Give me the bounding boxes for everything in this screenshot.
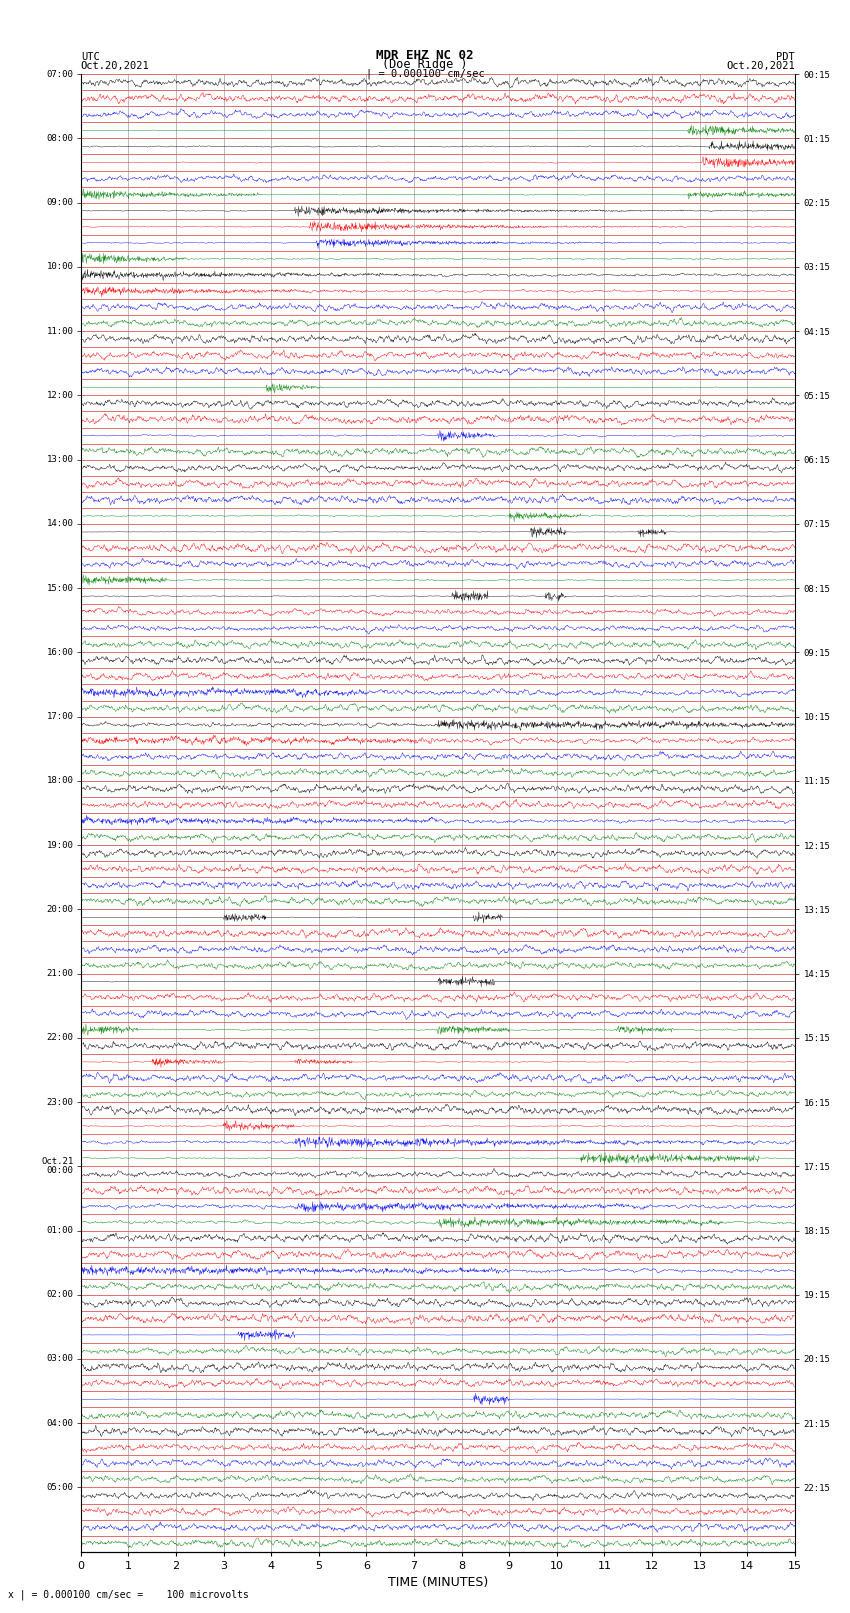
Text: 08:00: 08:00 <box>47 134 74 144</box>
Text: 21:00: 21:00 <box>47 969 74 977</box>
Text: Oct.20,2021: Oct.20,2021 <box>726 61 795 71</box>
Text: 01:00: 01:00 <box>47 1226 74 1236</box>
Text: (Doe Ridge ): (Doe Ridge ) <box>382 58 468 71</box>
Text: 16:00: 16:00 <box>47 648 74 656</box>
Text: 12:00: 12:00 <box>47 390 74 400</box>
Text: 05:00: 05:00 <box>47 1482 74 1492</box>
Text: 00:00: 00:00 <box>47 1166 74 1176</box>
Text: 03:00: 03:00 <box>47 1355 74 1363</box>
Text: 10:00: 10:00 <box>47 263 74 271</box>
Text: 20:00: 20:00 <box>47 905 74 915</box>
Text: 04:00: 04:00 <box>47 1419 74 1428</box>
Text: 18:00: 18:00 <box>47 776 74 786</box>
Text: 02:00: 02:00 <box>47 1290 74 1298</box>
Text: Oct.21: Oct.21 <box>42 1157 74 1166</box>
Text: 23:00: 23:00 <box>47 1097 74 1107</box>
Text: PDT: PDT <box>776 52 795 63</box>
Text: 11:00: 11:00 <box>47 327 74 336</box>
Text: 07:00: 07:00 <box>47 69 74 79</box>
X-axis label: TIME (MINUTES): TIME (MINUTES) <box>388 1576 488 1589</box>
Text: x | = 0.000100 cm/sec =    100 microvolts: x | = 0.000100 cm/sec = 100 microvolts <box>8 1589 249 1600</box>
Text: 19:00: 19:00 <box>47 840 74 850</box>
Text: 15:00: 15:00 <box>47 584 74 592</box>
Text: 09:00: 09:00 <box>47 198 74 206</box>
Text: 13:00: 13:00 <box>47 455 74 465</box>
Text: 22:00: 22:00 <box>47 1034 74 1042</box>
Text: MDR EHZ NC 02: MDR EHZ NC 02 <box>377 48 473 63</box>
Text: 17:00: 17:00 <box>47 711 74 721</box>
Text: | = 0.000100 cm/sec: | = 0.000100 cm/sec <box>366 68 484 79</box>
Text: UTC: UTC <box>81 52 99 63</box>
Text: Oct.20,2021: Oct.20,2021 <box>81 61 150 71</box>
Text: 14:00: 14:00 <box>47 519 74 529</box>
